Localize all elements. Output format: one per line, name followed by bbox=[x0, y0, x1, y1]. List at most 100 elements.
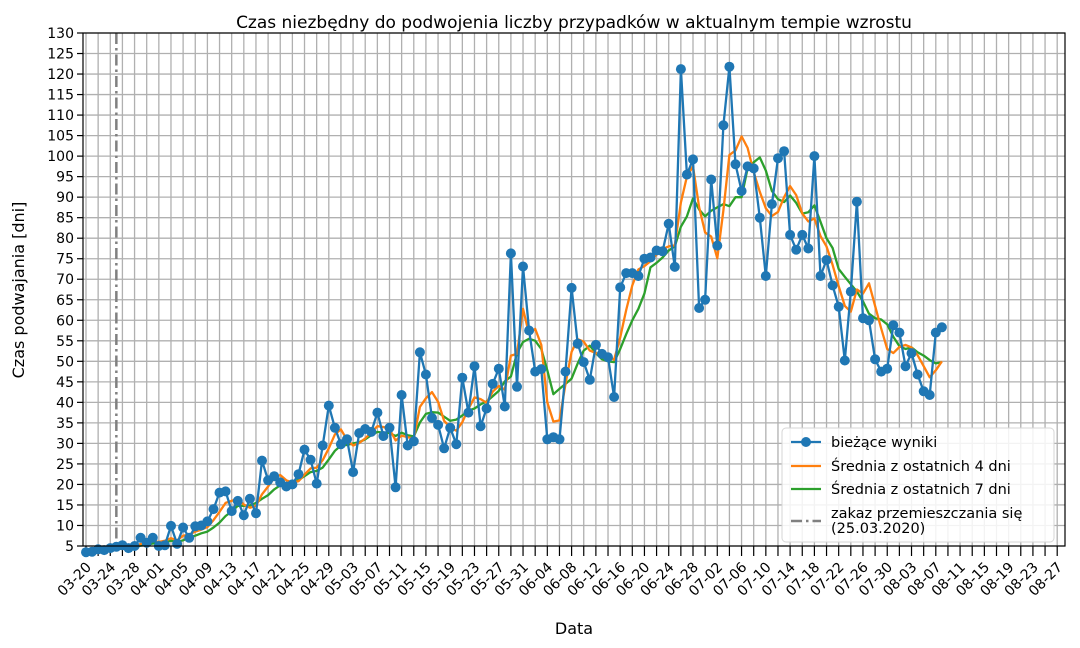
data-point bbox=[773, 153, 783, 164]
x-axis-ticks: 03-2003-2403-2804-0104-0504-0904-1304-17… bbox=[55, 546, 1066, 600]
y-tick-label: 115 bbox=[47, 88, 74, 104]
y-tick-label: 45 bbox=[56, 375, 74, 391]
y-tick-label: 55 bbox=[56, 334, 74, 350]
y-tick-label: 80 bbox=[56, 231, 74, 247]
data-point bbox=[633, 271, 644, 281]
data-point bbox=[675, 64, 686, 75]
data-point bbox=[936, 322, 947, 333]
y-tick-label: 85 bbox=[56, 211, 74, 227]
data-point bbox=[159, 540, 170, 551]
y-tick-label: 15 bbox=[56, 498, 74, 514]
y-tick-label: 10 bbox=[56, 518, 74, 534]
y-tick-label: 65 bbox=[56, 293, 74, 309]
y-tick-label: 25 bbox=[56, 457, 74, 473]
y-tick-label: 100 bbox=[47, 149, 74, 165]
data-point bbox=[178, 522, 189, 533]
data-point bbox=[433, 419, 444, 430]
y-tick-label: 30 bbox=[56, 436, 74, 452]
data-point bbox=[694, 303, 705, 313]
series-lines bbox=[81, 61, 947, 558]
data-point bbox=[839, 355, 850, 366]
data-point bbox=[208, 504, 219, 515]
legend-label-vline: zakaz przemieszczania się bbox=[831, 506, 1022, 522]
data-point bbox=[420, 369, 431, 380]
data-point bbox=[609, 392, 620, 402]
data-point bbox=[906, 348, 917, 359]
data-point bbox=[172, 538, 183, 549]
data-point bbox=[202, 516, 213, 527]
y-tick-label: 20 bbox=[56, 477, 74, 493]
data-point bbox=[469, 361, 480, 372]
data-point bbox=[700, 294, 711, 305]
data-point bbox=[463, 407, 474, 418]
data-point bbox=[323, 400, 334, 411]
data-point bbox=[888, 320, 899, 331]
y-tick-label: 110 bbox=[47, 108, 74, 124]
data-point bbox=[536, 364, 547, 375]
data-point bbox=[451, 439, 462, 450]
data-point bbox=[663, 218, 674, 229]
data-point bbox=[251, 508, 261, 519]
data-point bbox=[809, 151, 820, 162]
data-point bbox=[681, 169, 692, 180]
data-point bbox=[603, 352, 613, 363]
data-point bbox=[754, 212, 765, 223]
data-point bbox=[730, 159, 741, 170]
y-tick-label: 125 bbox=[47, 47, 74, 63]
data-point bbox=[512, 381, 522, 392]
data-point bbox=[457, 372, 468, 383]
legend-label-0: bieżące wyniki bbox=[831, 435, 937, 451]
data-point bbox=[408, 436, 419, 447]
data-point bbox=[803, 243, 814, 254]
y-tick-label: 105 bbox=[47, 129, 74, 145]
y-tick-label: 90 bbox=[56, 190, 74, 206]
data-point bbox=[505, 248, 516, 259]
y-axis-ticks: 5 10 15 20 25 30 35 40 45 50 55 60 65 70 75 80 85 90 95 100… bbox=[47, 26, 83, 555]
data-point bbox=[293, 469, 304, 480]
data-point bbox=[348, 467, 359, 478]
data-point bbox=[797, 229, 808, 240]
series-line-0 bbox=[85, 65, 943, 554]
data-point bbox=[900, 361, 911, 372]
plot-frame bbox=[82, 32, 1066, 547]
legend-marker bbox=[801, 437, 811, 447]
y-tick-label: 50 bbox=[56, 354, 74, 370]
data-point bbox=[766, 199, 777, 210]
x-axis-title: Data bbox=[555, 619, 593, 638]
data-point bbox=[390, 482, 401, 493]
data-point bbox=[615, 282, 626, 293]
data-point bbox=[845, 286, 856, 297]
data-point bbox=[493, 363, 504, 374]
y-tick-label: 130 bbox=[47, 26, 74, 42]
data-point bbox=[912, 369, 923, 380]
data-point bbox=[864, 315, 874, 326]
data-point bbox=[372, 407, 383, 418]
legend-label-2: Średnia z ostatnich 7 dni bbox=[831, 480, 1011, 498]
y-tick-label: 40 bbox=[56, 395, 74, 411]
data-point bbox=[572, 338, 583, 349]
data-point bbox=[724, 61, 735, 72]
chart-title: Czas niezbędny do podwojenia liczby przy… bbox=[236, 13, 912, 33]
data-point bbox=[645, 252, 656, 263]
data-point bbox=[244, 493, 255, 504]
data-point bbox=[226, 506, 237, 517]
y-tick-label: 95 bbox=[56, 170, 74, 186]
data-point bbox=[147, 532, 158, 543]
data-point bbox=[785, 229, 796, 240]
y-tick-label: 35 bbox=[56, 416, 74, 432]
data-point bbox=[311, 478, 322, 489]
data-point bbox=[414, 347, 425, 358]
data-point bbox=[712, 240, 723, 251]
data-point bbox=[833, 301, 844, 312]
data-point bbox=[584, 374, 595, 385]
data-point bbox=[396, 390, 407, 400]
data-point bbox=[688, 154, 698, 165]
y-tick-label: 5 bbox=[65, 539, 74, 555]
data-point bbox=[257, 455, 267, 466]
data-point bbox=[924, 390, 935, 400]
data-point bbox=[481, 403, 492, 414]
data-point bbox=[815, 271, 826, 281]
data-point bbox=[669, 261, 680, 272]
data-point bbox=[657, 246, 668, 257]
